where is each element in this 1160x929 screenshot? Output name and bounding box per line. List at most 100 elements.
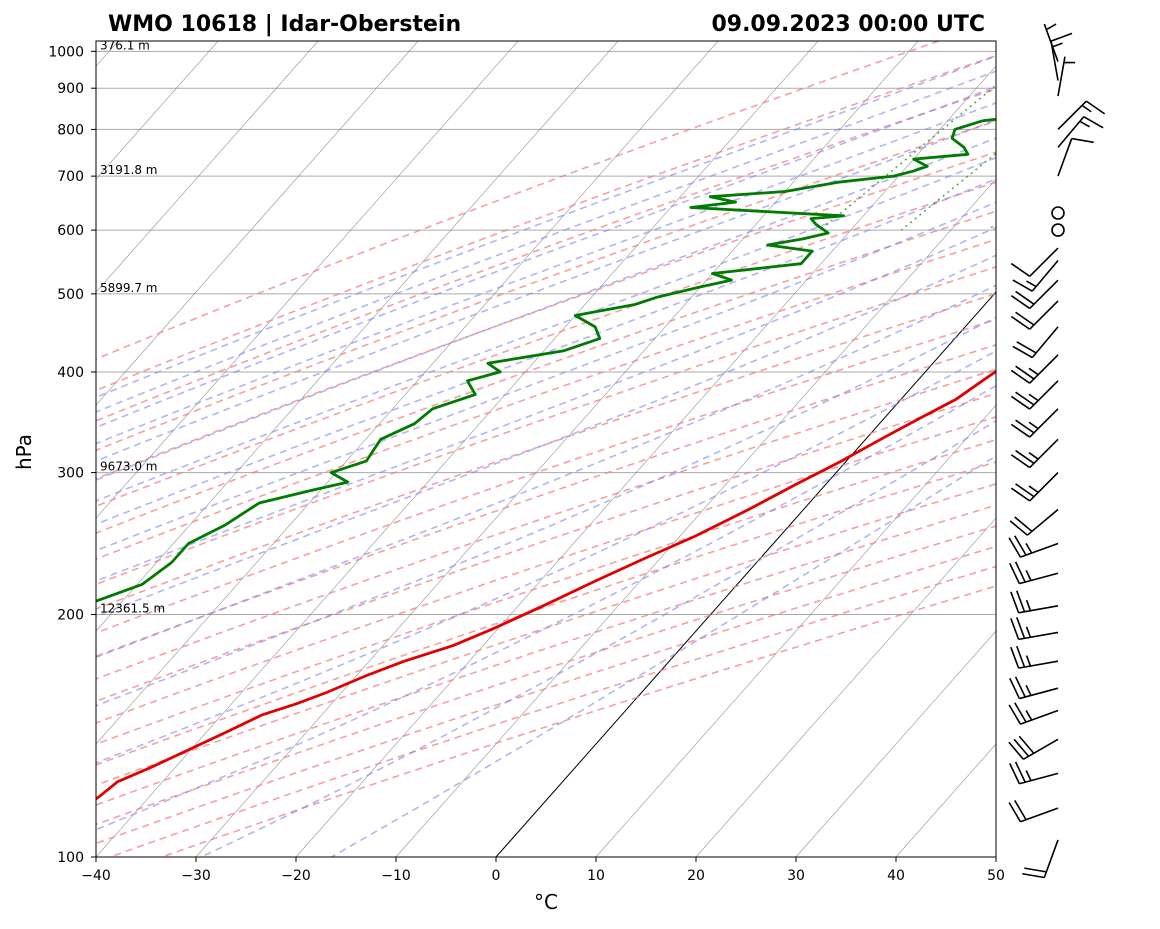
wind-barb-flag [1009, 742, 1023, 759]
moist-adiabat [0, 41, 1116, 857]
wind-barb-flag [1016, 420, 1034, 433]
wind-barb-half-flag [1029, 453, 1038, 459]
wind-barb-flag [1013, 280, 1032, 291]
dry-adiabat [0, 41, 1160, 857]
wind-barb-half-flag [1029, 368, 1038, 374]
wind-barb-flag [1011, 488, 1029, 501]
wind-barb-flag [1051, 33, 1072, 41]
wind-barb-flag [1011, 592, 1019, 613]
wind-barb-flag [1011, 618, 1019, 639]
wind-barb-half-flag [1026, 710, 1032, 720]
dry-adiabat [162, 41, 1160, 857]
wind-barb-staff [1030, 248, 1058, 276]
sounding-lines [0, 62, 1160, 857]
wind-barb-half-flag [1082, 105, 1091, 111]
wind-barb-flag [1011, 455, 1029, 468]
moist-adiabat [0, 41, 1160, 857]
wind-barb-flag [1013, 346, 1032, 357]
isotherm-line [696, 41, 1160, 857]
dry-adiabat [110, 41, 1160, 857]
y-tick-label: 100 [57, 850, 84, 866]
background-grid [0, 41, 1160, 857]
wind-barb-half-flag [1080, 121, 1090, 127]
wind-barb-flag [1022, 874, 1044, 878]
wind-barb-half-flag [1027, 656, 1031, 666]
wind-barb-calm [1052, 224, 1064, 236]
wind-barb-flag [1084, 117, 1103, 128]
wind-barb-flag [1016, 484, 1034, 497]
wind-barb-flag [1017, 342, 1036, 353]
isotherm-line [796, 41, 1160, 857]
wind-barb-flag [1011, 264, 1029, 277]
wind-barb-flag [1016, 451, 1034, 464]
wind-barb-half-flag [1026, 281, 1036, 287]
moist-adiabat [201, 41, 1160, 857]
moist-adiabat [0, 41, 1160, 857]
wind-barb-half-flag [1026, 570, 1031, 580]
y-tick-label: 1000 [48, 44, 84, 60]
wind-barb-half-flag [1046, 24, 1056, 30]
height-label: 12361.5 m [100, 601, 165, 615]
wind-barb-half-flag [1052, 43, 1062, 47]
wind-barb-flag [1019, 736, 1033, 753]
wind-barb-half-flag [1029, 394, 1038, 400]
dry-adiabat [0, 41, 1160, 857]
wind-barbs [1009, 24, 1105, 877]
wind-barb-flag [1014, 739, 1028, 756]
y-tick-label: 500 [57, 287, 84, 303]
height-label: 5899.7 m [100, 281, 158, 295]
chart-title-right: 09.09.2023 00:00 UTC [711, 12, 985, 37]
wind-barb-flag [1011, 370, 1029, 383]
x-axis-label: °C [534, 890, 558, 914]
moist-adiabat [0, 41, 1160, 857]
wind-barb-half-flag [1027, 600, 1031, 610]
wind-barb-calm [1052, 207, 1064, 219]
dry-adiabat [0, 41, 1160, 857]
temperature-line [0, 62, 1160, 857]
mixing-ratio-line [988, 41, 1160, 230]
dry-adiabat [0, 41, 1160, 857]
wind-barb-flag [1011, 296, 1029, 309]
x-tick-label: 30 [787, 868, 805, 884]
wind-barb-flag [1011, 316, 1029, 329]
y-tick-label: 800 [57, 122, 84, 138]
height-label: 9673.0 m [100, 460, 158, 474]
isotherm-line [396, 41, 1118, 857]
dry-adiabat [0, 41, 1160, 857]
wind-barb-half-flag [1029, 422, 1038, 428]
wind-barb-flag [1015, 517, 1032, 531]
wind-barb-flag [1009, 705, 1020, 724]
dry-adiabat [0, 41, 1160, 857]
wind-barb-flag [1011, 396, 1029, 409]
isotherm-line [96, 41, 818, 857]
chart-title-left: WMO 10618 | Idar-Oberstein [108, 12, 461, 37]
wind-barb-half-flag [1026, 685, 1031, 695]
x-tick-label: 50 [987, 868, 1005, 884]
x-tick-label: −10 [381, 868, 411, 884]
x-tick-label: −20 [281, 868, 311, 884]
dry-adiabat [0, 41, 1160, 857]
dry-adiabat [0, 41, 1160, 857]
y-tick-label: 900 [57, 81, 84, 97]
wind-barb-flag [1016, 366, 1034, 379]
height-label: 376.1 m [100, 38, 150, 52]
isotherm-line [0, 41, 318, 857]
isotherm-line [996, 41, 1160, 857]
x-tick-label: −40 [81, 868, 111, 884]
y-tick-label: 700 [57, 169, 84, 185]
x-tick-label: 10 [587, 868, 605, 884]
isotherm-line [296, 41, 1018, 857]
dry-adiabat [0, 41, 1160, 857]
height-label: 3191.8 m [100, 163, 158, 177]
isotherm-line [0, 41, 418, 857]
wind-barb-flag [1016, 392, 1034, 405]
y-tick-label: 400 [57, 365, 84, 381]
mixing-ratio-line [1063, 41, 1160, 230]
dry-adiabat [0, 41, 1160, 857]
wind-barb-flag [1009, 802, 1020, 821]
moist-adiabat [0, 41, 1160, 857]
wind-barb-flag [1086, 101, 1104, 114]
y-tick-label: 600 [57, 223, 84, 239]
